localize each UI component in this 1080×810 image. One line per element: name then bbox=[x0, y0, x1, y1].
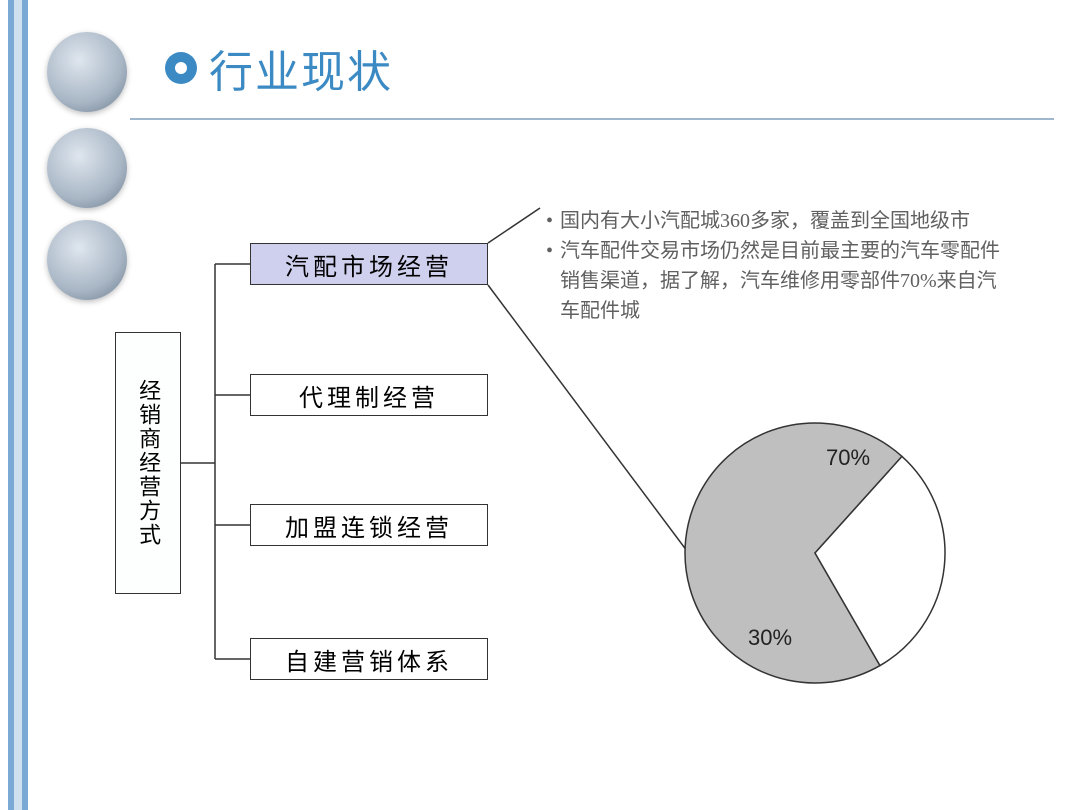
child-node-1: 代理制经营 bbox=[250, 374, 488, 416]
child-node-0: 汽配市场经营 bbox=[250, 243, 488, 285]
bullet-icon bbox=[165, 52, 197, 84]
side-photo-1 bbox=[47, 32, 127, 112]
bullet-text: 国内有大小汽配城360多家，覆盖到全国地级市 bbox=[560, 206, 970, 236]
side-photo-3 bbox=[47, 220, 127, 300]
slide-title: 行业现状 bbox=[209, 36, 393, 100]
child-label-0: 汽配市场经营 bbox=[285, 247, 453, 282]
pie-label-70: 70% bbox=[826, 445, 870, 471]
root-node-label: 经销商经营方式 bbox=[136, 379, 160, 547]
child-label-2: 加盟连锁经营 bbox=[285, 508, 453, 543]
bullet-text: 汽车配件交易市场仍然是目前最主要的汽车零配件销售渠道，据了解，汽车维修用零部件7… bbox=[560, 236, 1016, 326]
bullet-dot-icon: • bbox=[546, 206, 560, 236]
bullet-dot-icon: • bbox=[546, 236, 560, 326]
root-node: 经销商经营方式 bbox=[115, 332, 181, 594]
child-node-2: 加盟连锁经营 bbox=[250, 504, 488, 546]
title-underline bbox=[130, 118, 1054, 120]
bullet-list: •国内有大小汽配城360多家，覆盖到全国地级市•汽车配件交易市场仍然是目前最主要… bbox=[546, 206, 1016, 326]
child-label-1: 代理制经营 bbox=[299, 378, 439, 413]
child-node-3: 自建营销体系 bbox=[250, 638, 488, 680]
bullet-item: •国内有大小汽配城360多家，覆盖到全国地级市 bbox=[546, 206, 1016, 236]
left-stripe bbox=[0, 0, 46, 810]
slide-title-row: 行业现状 bbox=[165, 36, 393, 100]
bullet-item: •汽车配件交易市场仍然是目前最主要的汽车零配件销售渠道，据了解，汽车维修用零部件… bbox=[546, 236, 1016, 326]
child-label-3: 自建营销体系 bbox=[285, 642, 453, 677]
side-photo-2 bbox=[47, 128, 127, 208]
pie-label-30: 30% bbox=[748, 625, 792, 651]
